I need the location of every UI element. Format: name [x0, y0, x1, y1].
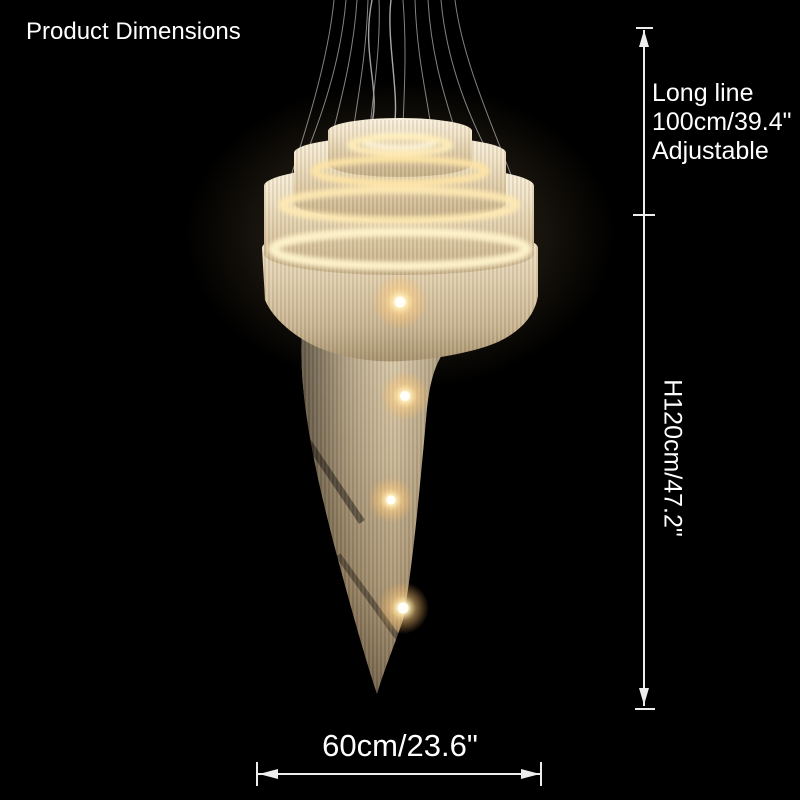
- width-left-tick: [256, 762, 258, 786]
- bottom-tick: [635, 708, 655, 710]
- glow-rings: [268, 132, 532, 271]
- up-arrowhead-icon: [639, 30, 649, 47]
- down-arrowhead-icon: [639, 688, 649, 705]
- bulb-glows: [368, 274, 430, 634]
- width-label: 60cm/23.6": [322, 728, 478, 763]
- height-label: H120cm/47.2": [658, 379, 687, 537]
- long-line-label-line3: Adjustable: [652, 137, 769, 165]
- width-dimension-line: [257, 773, 541, 775]
- vertical-dimension-line: [643, 30, 645, 706]
- right-arrowhead-icon: [521, 769, 540, 779]
- long-line-label: Long line 100cm/39.4" Adjustable: [652, 79, 792, 166]
- top-tick: [636, 27, 653, 29]
- long-line-label-line2: 100cm/39.4": [652, 108, 792, 136]
- middle-tick: [633, 214, 655, 216]
- long-line-label-line1: Long line: [652, 79, 754, 107]
- width-right-tick: [540, 762, 542, 786]
- left-arrowhead-icon: [259, 769, 278, 779]
- page-title: Product Dimensions: [26, 18, 241, 45]
